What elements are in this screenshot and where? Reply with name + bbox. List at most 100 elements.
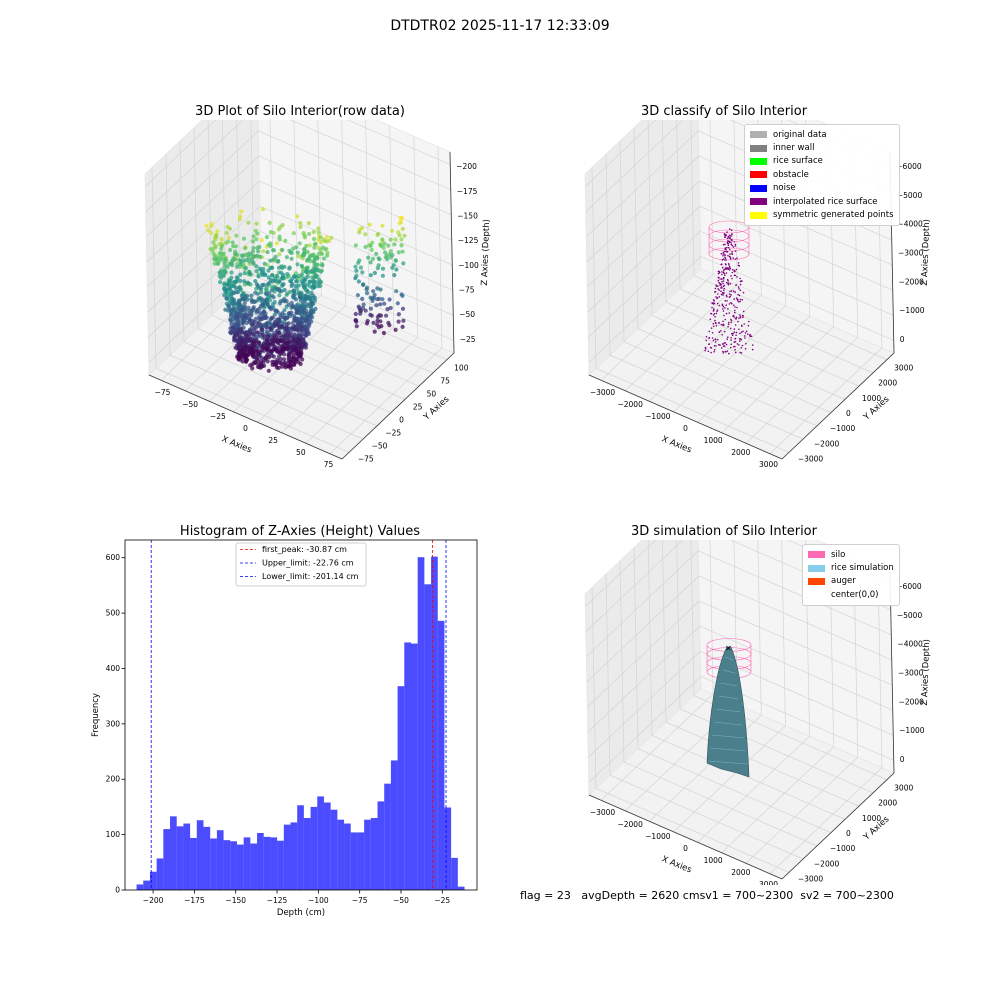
scatter-point — [230, 240, 235, 245]
scatter-point — [295, 250, 300, 255]
scatter-point — [400, 249, 405, 254]
classified-point — [747, 324, 750, 327]
classified-point — [734, 337, 737, 340]
classified-point — [718, 289, 720, 291]
scatter-point — [307, 279, 312, 284]
scatter-point — [245, 333, 250, 338]
scatter-point — [261, 266, 266, 271]
back-left-pane — [584, 540, 702, 796]
classified-point — [717, 293, 719, 295]
scatter-point — [270, 293, 275, 298]
scatter-point — [209, 230, 214, 236]
histogram-bar — [424, 584, 432, 890]
scatter-point — [307, 231, 312, 237]
scatter-point — [401, 318, 406, 323]
y-tick-label: −75 — [358, 455, 374, 464]
scatter-point — [272, 323, 277, 328]
scatter-point — [308, 313, 313, 318]
back-left-pane — [584, 120, 702, 376]
scatter-point — [257, 365, 262, 370]
scatter-point — [293, 274, 298, 279]
scatter-point — [237, 318, 242, 323]
x-tick-label: −100 — [308, 896, 329, 905]
classified-point — [712, 339, 715, 342]
histogram-bar — [143, 880, 150, 890]
scatter-point — [228, 278, 233, 283]
scatter-point — [380, 273, 385, 278]
classified-point — [720, 263, 722, 266]
scatter-point — [353, 243, 358, 248]
status-line: flag = 23 avgDepth = 2620 cmsv1 = 700~23… — [520, 889, 894, 902]
scatter-point — [219, 246, 224, 251]
histogram-bar — [444, 807, 452, 890]
classified-point — [739, 332, 741, 335]
y-tick-label: 0 — [399, 416, 404, 425]
scatter-point — [329, 235, 334, 240]
scatter-point — [291, 354, 296, 359]
scatter-point — [225, 264, 230, 269]
classified-point — [732, 257, 734, 259]
scatter-point — [235, 261, 240, 266]
scatter-point — [239, 330, 245, 335]
grid-line — [690, 540, 695, 696]
scatter-point — [363, 308, 368, 313]
grid-line — [289, 120, 451, 191]
grid-line — [697, 315, 810, 423]
legend-entry: obstacle — [750, 168, 894, 181]
scatter-point — [378, 302, 383, 307]
classified-point — [722, 243, 725, 246]
scatter-point — [253, 290, 258, 295]
classified-point — [709, 346, 712, 349]
scatter-point — [235, 290, 241, 295]
scatter-point — [356, 279, 361, 284]
scatter-point — [235, 264, 240, 269]
rice-simulation-surface — [706, 646, 750, 778]
scatter-point — [262, 363, 267, 368]
scatter-point — [258, 359, 264, 364]
scatter-point — [286, 364, 292, 369]
scatter-point — [268, 229, 273, 235]
classified-point — [714, 321, 717, 324]
z-axis-label: Z Axies (Depth) — [480, 219, 492, 286]
scatter-point — [397, 233, 402, 238]
scatter-point — [259, 237, 264, 243]
scatter-point — [401, 261, 406, 266]
scatter-point — [217, 251, 222, 256]
scatter-point — [308, 310, 313, 315]
scatter-point — [382, 301, 387, 306]
grid-line — [609, 354, 804, 440]
classified-point — [708, 336, 711, 339]
scatter-point — [369, 247, 374, 252]
scatter-point — [245, 280, 250, 285]
classified-point — [715, 285, 718, 288]
classified-point — [739, 283, 742, 286]
scatter-point — [396, 319, 401, 324]
classified-point — [716, 310, 718, 313]
scatter-point — [222, 293, 227, 298]
legend-label: noise — [773, 183, 796, 194]
scatter-point — [255, 307, 260, 313]
classified-point — [725, 272, 728, 274]
x-tick-label: 25 — [268, 436, 278, 445]
grid-line — [346, 120, 451, 165]
scatter-point — [372, 270, 377, 276]
scatter-point — [390, 253, 395, 258]
surface-mesh-line — [720, 682, 737, 687]
scatter-point — [270, 273, 275, 278]
classified-point — [725, 259, 727, 261]
legend-swatch — [750, 198, 767, 206]
classified-point — [730, 243, 733, 245]
scatter-point — [309, 269, 314, 274]
classified-point — [727, 267, 730, 270]
scatter-point — [292, 326, 297, 331]
classified-point — [730, 337, 732, 339]
scatter-point — [324, 234, 330, 240]
scatter-point — [296, 283, 301, 288]
surface-mesh-line — [712, 734, 744, 739]
histogram-bar — [297, 805, 304, 890]
scatter-point — [256, 296, 261, 301]
scatter-point — [390, 228, 395, 233]
legend-swatch — [750, 157, 767, 165]
classified-point — [730, 275, 732, 277]
scatter-point — [313, 266, 318, 271]
